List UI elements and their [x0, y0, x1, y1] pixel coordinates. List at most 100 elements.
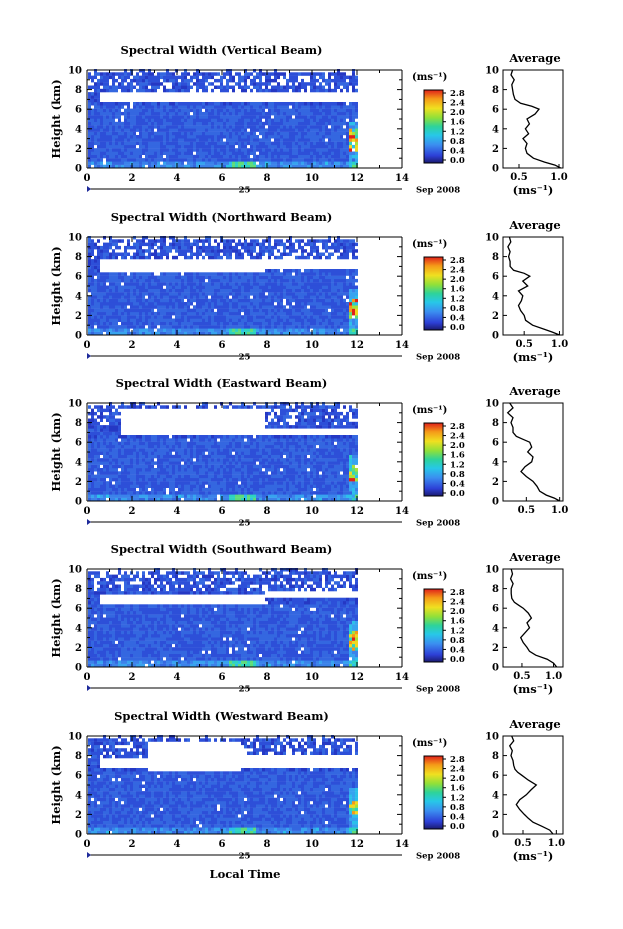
heatmap-cell — [274, 108, 277, 113]
heatmap-cell — [346, 85, 349, 89]
heatmap-cell — [163, 144, 166, 149]
heatmap-cell — [244, 497, 247, 502]
heatmap-cell — [178, 282, 181, 286]
heatmap-cell — [337, 131, 340, 136]
heatmap-cell — [94, 131, 97, 136]
heatmap-cell — [160, 292, 163, 296]
heatmap-cell — [307, 331, 310, 336]
heatmap-cell — [142, 308, 145, 313]
heatmap-cell — [106, 491, 109, 495]
heatmap-cell — [151, 318, 154, 322]
heatmap-cell — [163, 164, 166, 169]
heatmap-cell — [169, 236, 172, 240]
heatmap-cell — [355, 111, 358, 116]
heatmap-cell — [169, 275, 172, 280]
heatmap-cell — [307, 82, 310, 86]
heatmap-cell — [229, 144, 232, 149]
x-tick-label: 4 — [174, 173, 181, 184]
heatmap-cell — [274, 78, 277, 83]
heatmap-cell — [154, 494, 157, 498]
heatmap-cell — [190, 308, 193, 313]
heatmap-cell — [100, 275, 103, 280]
heatmap-cell — [289, 135, 292, 139]
heatmap-cell — [250, 141, 253, 146]
heatmap-cell — [301, 85, 304, 89]
heatmap-cell — [262, 239, 265, 243]
heatmap-cell — [175, 85, 178, 89]
heatmap-cell — [334, 239, 337, 243]
panel-2: Spectral Width (Northward Beam)0 2 4 6 8 10 12… — [49, 210, 568, 364]
heatmap-cell — [91, 141, 94, 146]
heatmap-cell — [199, 497, 202, 502]
heatmap-cell — [241, 278, 244, 283]
heatmap-cell — [139, 138, 142, 142]
heatmap-cell — [238, 158, 241, 162]
heatmap-cell — [316, 275, 319, 280]
heatmap-cell — [172, 125, 175, 129]
heatmap-cell — [97, 305, 100, 309]
heatmap-cell — [343, 288, 346, 293]
heatmap-cell — [301, 328, 304, 332]
heatmap-cell — [262, 141, 265, 146]
heatmap-cell — [247, 75, 250, 80]
heatmap-cell — [316, 245, 319, 250]
heatmap-cell — [244, 85, 247, 89]
heatmap-cell — [91, 325, 94, 329]
heatmap-cell — [325, 331, 328, 336]
heatmap-cell — [112, 272, 115, 276]
heatmap-cell — [298, 269, 301, 273]
heatmap-cell — [157, 255, 160, 260]
heatmap-cell — [202, 118, 205, 122]
heatmap-cell — [268, 75, 271, 80]
heatmap-cell — [247, 141, 250, 146]
heatmap-cell — [97, 262, 100, 266]
heatmap-cell — [94, 242, 97, 247]
heatmap-cell — [154, 164, 157, 169]
heatmap-cell — [166, 285, 169, 289]
heatmap-cell — [343, 302, 346, 306]
heatmap-cell — [205, 111, 208, 116]
heatmap-cell — [124, 128, 127, 132]
heatmap-cell — [223, 121, 226, 126]
heatmap-cell — [229, 275, 232, 280]
heatmap-cell — [133, 236, 136, 240]
heatmap-cell — [283, 154, 286, 159]
heatmap-cell — [103, 236, 106, 240]
heatmap-cell — [178, 285, 181, 289]
heatmap-cell — [241, 491, 244, 495]
heatmap-cell — [187, 135, 190, 139]
heatmap-cell — [172, 148, 175, 152]
y-tick-label: 4 — [75, 124, 82, 135]
heatmap-cell — [352, 252, 355, 256]
heatmap-cell — [259, 138, 262, 142]
heatmap-cell — [178, 161, 181, 165]
heatmap-cell — [142, 138, 145, 142]
heatmap-cell — [136, 328, 139, 332]
heatmap-cell — [118, 151, 121, 155]
heatmap-cell — [97, 318, 100, 322]
heatmap-cell — [241, 252, 244, 256]
heatmap-cell — [295, 141, 298, 146]
heatmap-cell — [328, 484, 331, 488]
heatmap-cell — [244, 484, 247, 488]
heatmap-cell — [343, 78, 346, 83]
heatmap-cell — [172, 138, 175, 142]
heatmap-cell — [244, 321, 247, 326]
heatmap-cell — [250, 285, 253, 289]
heatmap-cell — [148, 138, 151, 142]
heatmap-cell — [319, 164, 322, 169]
heatmap-cell — [346, 108, 349, 113]
heatmap-cell — [277, 308, 280, 313]
heatmap-cell — [196, 108, 199, 113]
heatmap-cell — [175, 121, 178, 126]
heatmap-cell — [160, 328, 163, 332]
heatmap-cell — [133, 252, 136, 256]
heatmap-cell — [346, 154, 349, 159]
heatmap-cell — [271, 118, 274, 122]
heatmap-cell — [316, 295, 319, 299]
x-tick-label: 14 — [395, 173, 409, 184]
heatmap-cell — [94, 85, 97, 89]
heatmap-cell — [229, 288, 232, 293]
heatmap-cell — [91, 315, 94, 319]
heatmap-cell — [295, 318, 298, 322]
